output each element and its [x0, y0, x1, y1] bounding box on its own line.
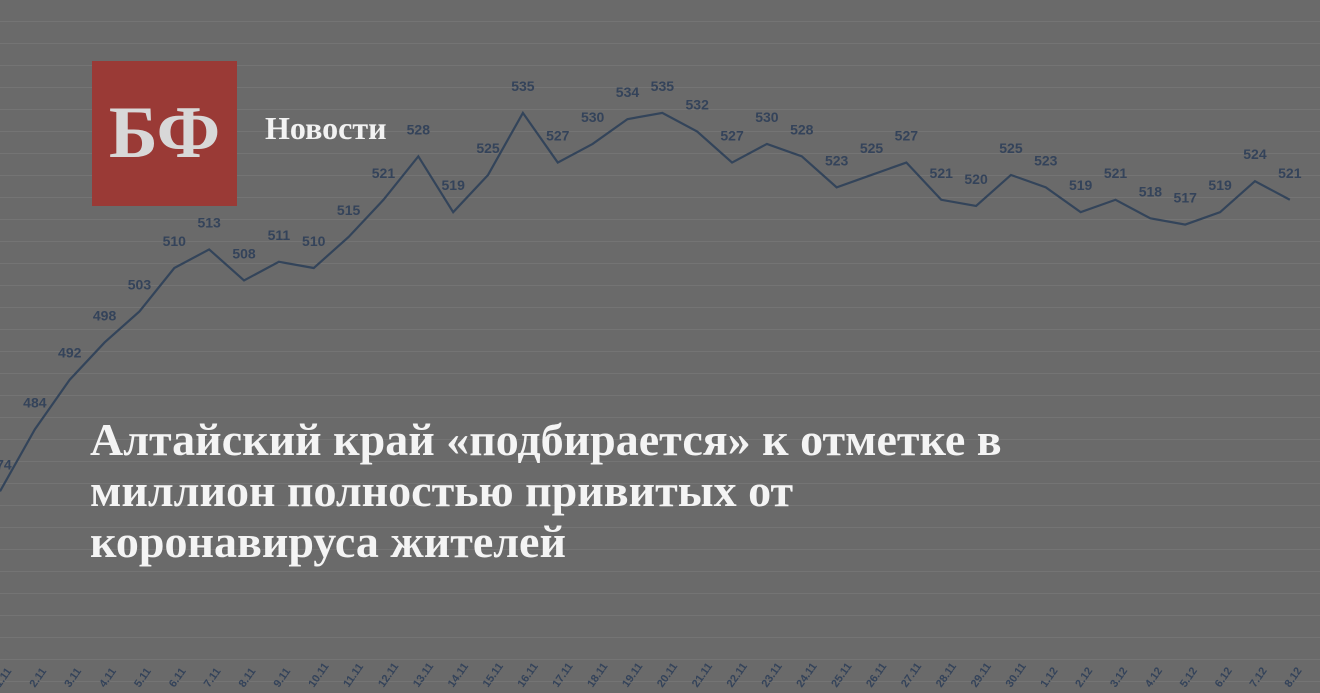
x-tick-label: 19.11	[620, 661, 645, 690]
value-label: 510	[163, 233, 187, 249]
x-tick-label: 28.11	[934, 661, 959, 690]
x-tick-label: 15.11	[481, 661, 506, 690]
value-label: 534	[616, 84, 640, 100]
x-tick-label: 9.11	[272, 666, 294, 690]
value-label: 525	[860, 140, 884, 156]
x-tick-label: 10.11	[306, 661, 331, 690]
value-label: 530	[581, 109, 605, 125]
x-tick-label: 1.12	[1038, 665, 1060, 689]
value-label: 503	[128, 276, 152, 292]
value-label: 525	[999, 140, 1023, 156]
x-tick-label: 7.12	[1248, 665, 1270, 689]
value-label: 511	[268, 227, 291, 243]
x-tick-label: 1.11	[0, 666, 14, 690]
headline-line: коронавируса жителей	[90, 516, 566, 567]
value-label: 519	[442, 177, 466, 193]
logo: БФ	[92, 61, 237, 206]
x-tick-label: 30.11	[1004, 661, 1029, 690]
x-tick-label: 18.11	[585, 661, 610, 690]
value-label: 484	[23, 394, 47, 410]
value-label: 528	[790, 121, 814, 137]
x-tick-label: 13.11	[411, 661, 436, 690]
x-tick-label: 2.12	[1073, 665, 1095, 689]
value-label: 513	[197, 214, 221, 230]
value-label: 474	[0, 456, 12, 472]
value-label: 527	[720, 128, 744, 144]
value-label: 527	[895, 128, 919, 144]
x-tick-label: 22.11	[725, 661, 750, 690]
x-tick-label: 4.12	[1143, 665, 1165, 689]
value-label: 492	[58, 345, 82, 361]
x-tick-label: 25.11	[829, 661, 854, 690]
x-tick-label: 8.11	[237, 666, 259, 690]
value-label: 532	[686, 97, 710, 113]
line	[0, 110, 1291, 492]
x-tick-label: 3.11	[62, 666, 84, 690]
value-label: 518	[1139, 183, 1163, 199]
x-tick-label: 6.11	[167, 666, 189, 690]
value-label: 523	[1034, 152, 1058, 168]
x-tick-label: 26.11	[864, 661, 889, 690]
x-tick-label: 20.11	[655, 661, 680, 690]
value-label: 535	[511, 78, 535, 94]
value-label: 530	[755, 109, 779, 125]
x-tick-label: 6.12	[1213, 665, 1235, 689]
value-label: 510	[302, 233, 326, 249]
value-label: 508	[232, 245, 256, 261]
x-tick-label: 12.11	[376, 661, 401, 690]
value-label: 525	[476, 140, 500, 156]
value-label: 523	[825, 152, 849, 168]
x-tick-label: 21.11	[690, 661, 715, 690]
value-label: 524	[1243, 146, 1267, 162]
x-tick-label: 24.11	[794, 661, 819, 690]
value-label: 528	[407, 121, 431, 137]
x-tick-label: 23.11	[760, 661, 785, 690]
x-tick-label: 3.12	[1108, 665, 1130, 689]
x-tick-label: 5.12	[1178, 665, 1200, 689]
x-tick-label: 14.11	[446, 661, 471, 690]
value-label: 520	[964, 171, 988, 187]
value-label: 527	[546, 128, 570, 144]
x-tick-label: 27.11	[899, 661, 924, 690]
x-tick-label: 7.11	[202, 666, 224, 690]
section-label: Новости	[265, 110, 387, 146]
x-tick-label: 2.11	[27, 666, 49, 690]
value-label: 521	[930, 165, 954, 181]
value-label: 517	[1174, 190, 1198, 206]
headline-line: Алтайский край «подбирается» к отметке в	[90, 414, 1002, 465]
x-tick-label: 11.11	[341, 661, 366, 689]
value-label: 498	[93, 307, 117, 323]
value-label: 521	[372, 165, 396, 181]
value-label: 521	[1278, 165, 1302, 181]
value-label: 519	[1069, 177, 1093, 193]
value-label: 515	[337, 202, 361, 218]
x-tick-label: 5.11	[132, 666, 154, 690]
value-label: 535	[651, 78, 675, 94]
x-tick-label: 29.11	[969, 661, 994, 690]
x-tick-label: 16.11	[516, 661, 541, 690]
headline: Алтайский край «подбирается» к отметке в…	[90, 414, 1002, 567]
value-label: 521	[1104, 165, 1128, 181]
x-tick-label: 8.12	[1282, 665, 1304, 689]
x-tick-label: 4.11	[97, 666, 119, 690]
x-tick-label: 17.11	[550, 661, 575, 690]
headline-line: миллион полностью привитых от	[90, 465, 794, 516]
value-label: 519	[1208, 177, 1232, 193]
